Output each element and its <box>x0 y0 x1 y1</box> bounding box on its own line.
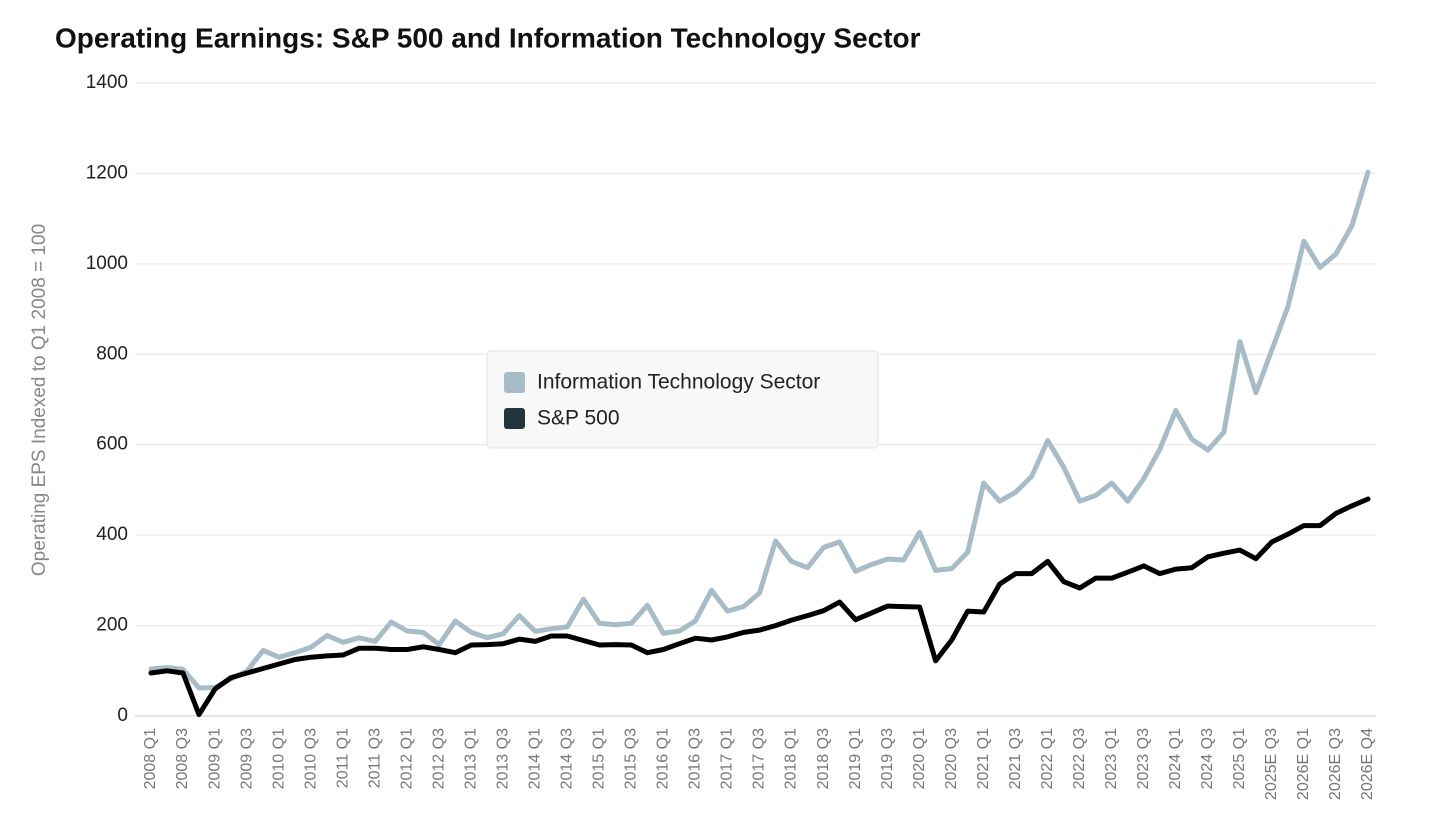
legend-label: Information Technology Sector <box>537 371 820 394</box>
x-tick-label: 2012 Q1 <box>398 728 415 789</box>
x-tick-label: 2025E Q3 <box>1263 728 1280 800</box>
x-tick-label: 2008 Q3 <box>174 728 191 789</box>
legend: Information Technology Sector S&P 500 <box>486 350 879 449</box>
y-tick-label: 0 <box>117 705 128 726</box>
x-tick-label: 2011 Q1 <box>334 728 351 788</box>
x-tick-label: 2020 Q1 <box>911 728 928 789</box>
chart-title: Operating Earnings: S&P 500 and Informat… <box>55 22 921 53</box>
x-tick-label: 2017 Q3 <box>751 728 768 789</box>
x-tick-label: 2022 Q1 <box>1039 728 1056 789</box>
legend-box <box>486 350 879 449</box>
legend-swatch <box>504 372 525 393</box>
y-tick-label: 800 <box>96 343 128 364</box>
x-tick-label: 2024 Q1 <box>1167 728 1184 789</box>
series-line <box>148 169 1371 691</box>
legend-label: S&P 500 <box>537 407 620 430</box>
x-tick-label: 2018 Q3 <box>815 728 832 789</box>
x-tick-label: 2026E Q4 <box>1359 728 1376 800</box>
x-tick-label: 2013 Q3 <box>495 728 512 789</box>
x-tick-label: 2013 Q1 <box>462 728 479 789</box>
x-tick-label: 2014 Q1 <box>527 728 544 789</box>
x-tick-label: 2017 Q1 <box>719 728 736 789</box>
x-tick-label: 2015 Q1 <box>591 728 608 789</box>
x-tick-label: 2016 Q3 <box>687 728 704 789</box>
legend-swatch <box>504 408 525 429</box>
x-tick-label: 2020 Q3 <box>943 728 960 789</box>
x-tick-label: 2023 Q3 <box>1135 728 1152 789</box>
x-tick-label: 2021 Q3 <box>1007 728 1024 789</box>
y-tick-label: 600 <box>96 434 128 455</box>
x-tick-label: 2010 Q3 <box>302 728 319 789</box>
x-tick-label: 2026E Q3 <box>1327 728 1344 800</box>
y-tick-label: 1200 <box>86 162 128 183</box>
x-tick-label: 2024 Q3 <box>1199 728 1216 789</box>
x-tick-label: 2022 Q3 <box>1071 728 1088 789</box>
x-tick-label: 2015 Q3 <box>623 728 640 789</box>
series-line <box>148 496 1371 718</box>
x-tick-label: 2016 Q1 <box>655 728 672 789</box>
x-tick-label: 2025 Q1 <box>1231 728 1248 789</box>
x-tick-label: 2023 Q1 <box>1103 728 1120 789</box>
x-tick-label: 2019 Q1 <box>847 728 864 789</box>
x-tick-label: 2012 Q3 <box>430 728 447 789</box>
y-tick-label: 1000 <box>86 253 128 274</box>
x-tick-label: 2019 Q3 <box>879 728 896 789</box>
x-tick-label: 2008 Q1 <box>142 728 159 789</box>
x-tick-label: 2026E Q1 <box>1295 728 1312 800</box>
y-tick-label: 400 <box>96 524 128 545</box>
x-tick-label: 2010 Q1 <box>270 728 287 789</box>
x-tick-label: 2011 Q3 <box>366 728 383 788</box>
x-tick-label: 2009 Q3 <box>238 728 255 789</box>
x-tick-label: 2021 Q1 <box>975 728 992 789</box>
x-tick-label: 2009 Q1 <box>206 728 223 789</box>
y-tick-label: 200 <box>96 615 128 636</box>
y-tick-label: 1400 <box>86 72 128 93</box>
y-axis-title: Operating EPS Indexed to Q1 2008 = 100 <box>29 224 50 576</box>
x-tick-label: 2018 Q1 <box>783 728 800 789</box>
x-tick-label: 2014 Q3 <box>559 728 576 789</box>
